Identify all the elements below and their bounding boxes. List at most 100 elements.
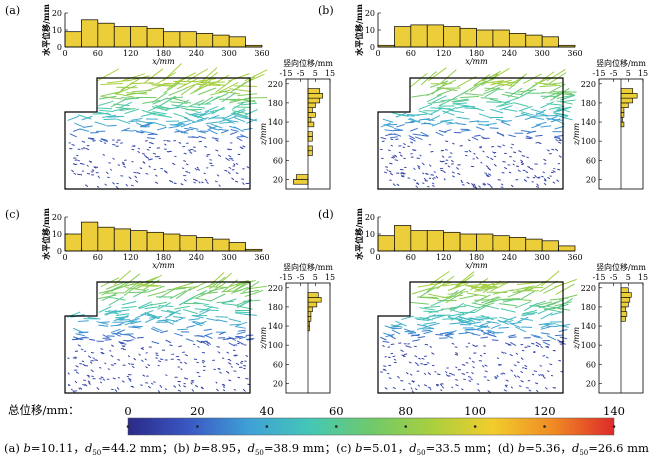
- displacement-vector: [468, 149, 472, 153]
- displacement-vector: [526, 130, 535, 135]
- displacement-vector: [208, 129, 218, 135]
- displacement-vector: [191, 388, 194, 392]
- displacement-vector: [421, 134, 429, 137]
- displacement-vector: [104, 183, 108, 186]
- displacement-vector: [121, 300, 137, 306]
- histogram-bar: [195, 33, 214, 48]
- histogram-y-axis-label: 水平位移/mm: [41, 4, 51, 57]
- displacement-vector: [442, 110, 455, 116]
- displacement-vector: [203, 328, 213, 331]
- displacement-vector: [435, 131, 444, 136]
- caption-b-value: =5.36，: [525, 441, 572, 455]
- displacement-vector: [451, 386, 454, 389]
- displacement-vector: [468, 380, 472, 382]
- displacement-vector: [130, 118, 143, 121]
- displacement-vector: [441, 155, 445, 158]
- displacement-vector: [440, 69, 457, 84]
- displacement-vector: [110, 328, 121, 333]
- displacement-vector: [110, 354, 114, 358]
- displacement-vector: [155, 174, 158, 177]
- profile-bar: [620, 121, 625, 128]
- displacement-vector: [233, 85, 258, 87]
- displacement-vector: [448, 288, 466, 300]
- displacement-vector: [461, 129, 471, 132]
- histogram-bar: [394, 26, 412, 48]
- displacement-vector: [228, 342, 235, 347]
- displacement-vector: [145, 366, 148, 369]
- displacement-vector: [535, 121, 547, 126]
- displacement-vector: [429, 315, 443, 317]
- displacement-vector: [149, 83, 174, 86]
- displacement-vector: [499, 105, 513, 111]
- displacement-vector: [513, 160, 516, 162]
- histogram-bar: [212, 34, 230, 48]
- profile-x-tick-label: -15: [280, 273, 293, 282]
- displacement-vector: [480, 97, 499, 100]
- displacement-vector: [219, 371, 222, 374]
- displacement-vector: [208, 114, 220, 120]
- displacement-vector: [477, 286, 498, 292]
- displacement-vector: [194, 308, 210, 311]
- displacement-vector: [229, 98, 250, 102]
- colorbar-tick: [612, 425, 616, 428]
- displacement-vector: [245, 377, 249, 380]
- displacement-vector: [166, 287, 186, 291]
- profile-bar: [620, 316, 626, 322]
- displacement-vector: [514, 301, 531, 309]
- displacement-vector: [483, 182, 487, 186]
- displacement-vector: [508, 171, 512, 174]
- displacement-vector: [520, 357, 524, 360]
- displacement-vector: [234, 325, 246, 329]
- displacement-vector: [138, 303, 153, 310]
- displacement-vector: [545, 387, 548, 390]
- displacement-vector: [75, 333, 86, 337]
- displacement-vector: [526, 156, 529, 159]
- displacement-vector: [191, 290, 207, 299]
- profile-x-tick-label: -5: [297, 69, 305, 78]
- displacement-vector: [555, 283, 575, 295]
- displacement-vector: [188, 318, 200, 321]
- displacement-vector: [96, 185, 100, 188]
- displacement-vector: [218, 367, 221, 370]
- histogram-bar: [410, 230, 428, 252]
- displacement-vector: [117, 359, 121, 361]
- histogram-x-tick-label: 240: [189, 49, 204, 58]
- caption-d-value: =38.9 mm；: [264, 441, 336, 455]
- displacement-vector: [188, 149, 191, 152]
- displacement-vector: [431, 314, 446, 320]
- profile-bar: [307, 297, 322, 303]
- displacement-vector: [113, 332, 121, 337]
- displacement-vector: [215, 79, 233, 93]
- displacement-vector: [180, 107, 198, 112]
- displacement-vector: [396, 183, 400, 186]
- displacement-vector: [178, 297, 194, 306]
- displacement-vector: [184, 361, 187, 365]
- histogram-x-tick-label: 240: [189, 253, 204, 262]
- displacement-vector: [136, 336, 144, 339]
- displacement-vector: [428, 322, 440, 327]
- displacement-vector: [128, 176, 132, 180]
- displacement-vector: [100, 381, 102, 384]
- caption-d-subscript: 50: [417, 449, 426, 457]
- displacement-vector: [540, 326, 551, 330]
- profile-bar: [620, 292, 632, 298]
- displacement-vector: [172, 97, 192, 104]
- displacement-vector: [186, 324, 196, 328]
- displacement-vector: [547, 370, 550, 373]
- displacement-vector: [177, 389, 182, 392]
- displacement-vector: [92, 112, 108, 115]
- displacement-vector: [204, 334, 213, 339]
- displacement-vector: [200, 111, 215, 117]
- displacement-vector: [198, 181, 201, 184]
- displacement-vector: [471, 183, 474, 186]
- displacement-vector: [121, 127, 130, 132]
- displacement-vector: [178, 141, 182, 144]
- histogram-bar: [426, 24, 445, 48]
- displacement-vector: [147, 313, 161, 319]
- profile-y-tick-label: 100: [268, 137, 283, 146]
- displacement-vector: [215, 316, 229, 318]
- displacement-vector: [191, 119, 204, 124]
- displacement-vector: [541, 175, 544, 178]
- displacement-vector: [196, 371, 200, 374]
- displacement-vector: [414, 388, 418, 391]
